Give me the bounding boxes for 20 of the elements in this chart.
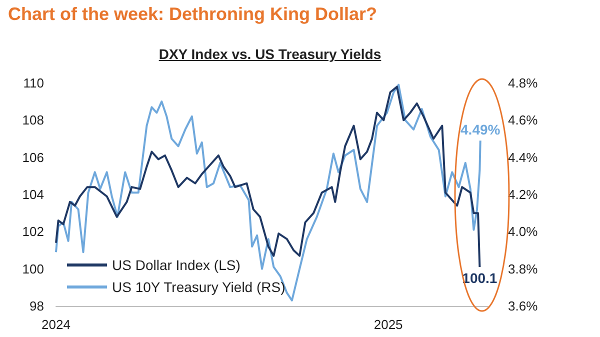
x-tick-label: 2025	[374, 317, 403, 332]
data-label: 4.49%	[460, 122, 501, 138]
legend-label: US 10Y Treasury Yield (RS)	[112, 279, 286, 295]
y2-tick-label: 4.4%	[508, 150, 538, 165]
y2-tick-label: 4.0%	[508, 224, 538, 240]
y2-tick-label: 4.8%	[508, 76, 538, 90]
y-tick-label: 110	[23, 76, 44, 90]
y-tick-label: 102	[22, 224, 44, 240]
y2-tick-label: 3.8%	[508, 261, 538, 276]
x-tick-label: 2024	[42, 317, 70, 332]
legend-label: US Dollar Index (LS)	[112, 257, 240, 273]
y2-tick-label: 3.6%	[508, 298, 538, 314]
y2-tick-label: 4.6%	[508, 112, 538, 128]
y-tick-label: 104	[22, 187, 44, 202]
chart-subtitle: DXY Index vs. US Treasury Yields	[158, 46, 382, 62]
chart-title: Chart of the week: Dethroning King Dollar?	[8, 4, 378, 25]
y-tick-label: 106	[22, 150, 44, 165]
y-tick-label: 108	[22, 112, 44, 128]
y-tick-label: 98	[30, 298, 44, 314]
y-tick-label: 100	[22, 261, 44, 276]
